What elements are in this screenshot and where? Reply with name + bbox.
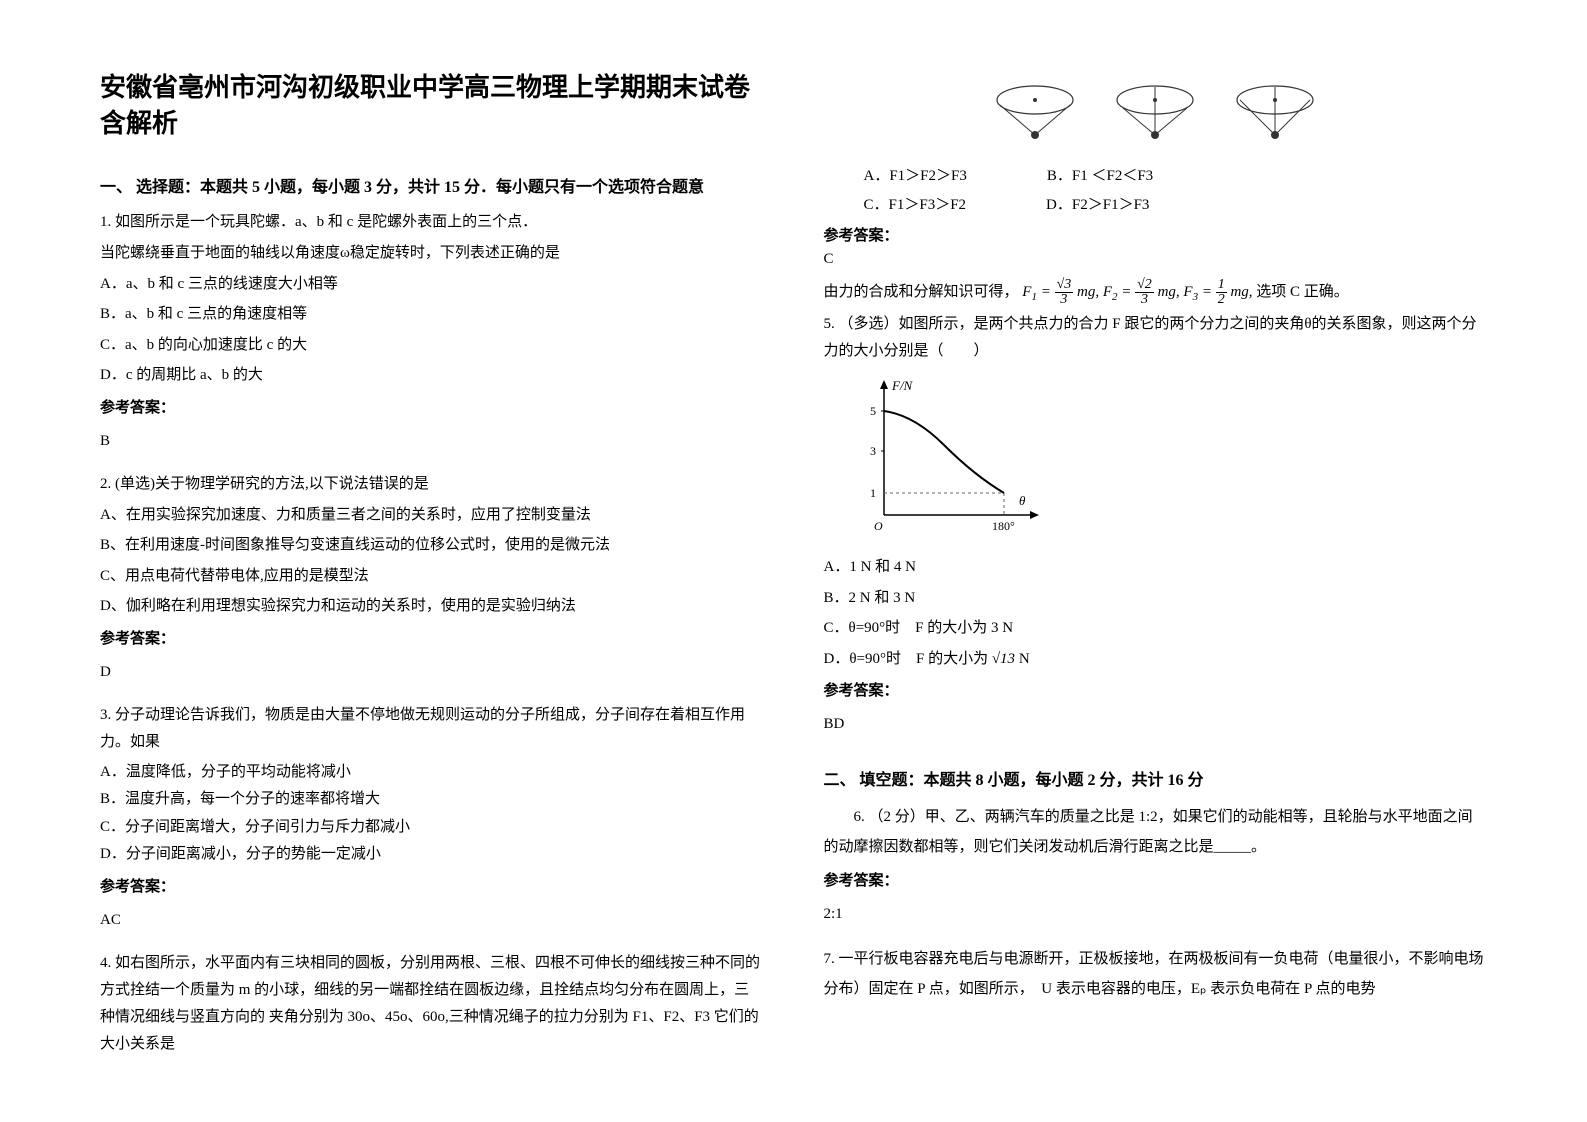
q6-answer: 2:1 [824,901,1488,928]
q1-opt-a: A．a、b 和 c 三点的线速度大小相等 [100,272,764,298]
q4-opt-a: A．F1＞F2＞F3 [864,164,967,185]
graph-origin: O [874,519,883,533]
q3-answer-label: 参考答案： [100,874,764,901]
q5-opt-a: A．1 N 和 4 N [824,555,1488,581]
q6-answer-label: 参考答案： [824,868,1488,895]
graph-ytick-1: 1 [870,486,876,500]
q1-opt-d: D．c 的周期比 a、b 的大 [100,363,764,389]
q5-sqrt13: √13 [992,651,1015,667]
q1-line2: 当陀螺绕垂直于地面的轴线以角速度ω稳定旋转时，下列表述正确的是 [100,240,764,267]
q5-graph: F/N 5 3 1 O 180° θ [854,375,1488,545]
q4-opt-c: C．F1＞F3＞F2 [864,193,967,214]
q4-stem: 4. 如右图所示，水平面内有三块相同的圆板，分别用两根、三根、四根不可伸长的细线… [100,950,764,1058]
graph-ytick-5: 5 [870,404,876,418]
graph-xtick-180: 180° [992,519,1015,533]
q6-stem: 6. （2 分）甲、乙、两辆汽车的质量之比是 1:2，如果它们的动能相等，且轮胎… [824,802,1488,862]
q5-stem: 5. （多选）如图所示，是两个共点力的合力 F 跟它的两个分力之间的夹角θ的关系… [824,311,1488,365]
q4-opt-b: B．F1 ＜F2＜F3 [1047,164,1153,185]
q3-opt-b: B．温度升高，每一个分子的速率都将增大 [100,787,764,813]
q2-answer: D [100,659,764,686]
q5-opt-d-prefix: D．θ=90°时 F 的大小为 [824,651,989,667]
q4-figure-row [824,80,1488,150]
question-6: 6. （2 分）甲、乙、两辆汽车的质量之比是 1:2，如果它们的动能相等，且轮胎… [824,802,1488,938]
q1-opt-c: C．a、b 的向心加速度比 c 的大 [100,333,764,359]
q4-explain-suffix: 选项 C 正确。 [1256,284,1349,300]
q5-answer-label: 参考答案： [824,678,1488,705]
q2-answer-label: 参考答案： [100,626,764,653]
q4-explanation: 由力的合成和分解知识可得， F1 = √33 mg, F2 = √23 mg, … [824,278,1488,307]
graph-x-label: θ [1019,493,1026,508]
q3-opt-c: C．分子间距离增大，分子间引力与斥力都减小 [100,815,764,841]
q2-opt-d: D、伽利略在利用理想实验探究力和运动的关系时，使用的是实验归纳法 [100,594,764,620]
q2-opt-c: C、用点电荷代替带电体,应用的是模型法 [100,564,764,590]
q5-opt-c: C．θ=90°时 F 的大小为 3 N [824,616,1488,642]
right-column: A．F1＞F2＞F3 B．F1 ＜F2＜F3 C．F1＞F3＞F2 D．F2＞F… [824,70,1488,1052]
q5-answer: BD [824,711,1488,738]
q2-stem: 2. (单选)关于物理学研究的方法,以下说法错误的是 [100,471,764,498]
q4-answer: C [824,251,1488,268]
question-1: 1. 如图所示是一个玩具陀螺．a、b 和 c 是陀螺外表面上的三个点． 当陀螺绕… [100,209,764,465]
graph-y-label: F/N [891,378,914,393]
question-7: 7. 一平行板电容器充电后与电源断开，正极板接地，在两极板间有一负电荷（电量很小… [824,944,1488,1008]
q4-opt-d: D．F2＞F1＞F3 [1046,193,1149,214]
q7-stem: 7. 一平行板电容器充电后与电源断开，正极板接地，在两极板间有一负电荷（电量很小… [824,944,1488,1004]
ellipse-figure-3 [1110,80,1200,150]
q4-options-row2: C．F1＞F3＞F2 D．F2＞F1＞F3 [824,193,1488,214]
q3-answer: AC [100,907,764,934]
question-5: 5. （多选）如图所示，是两个共点力的合力 F 跟它的两个分力之间的夹角θ的关系… [824,311,1488,748]
q2-opt-b: B、在利用速度-时间图象推导匀变速直线运动的位移公式时，使用的是微元法 [100,533,764,559]
question-2: 2. (单选)关于物理学研究的方法,以下说法错误的是 A、在用实验探究加速度、力… [100,471,764,696]
q5-opt-d-suffix: N [1019,651,1030,667]
q5-opt-d: D．θ=90°时 F 的大小为 √13 N [824,647,1488,673]
section1-header: 一、 选择题：本题共 5 小题，每小题 3 分，共计 15 分．每小题只有一个选… [100,173,764,197]
q4-formula: F1 = √33 mg, F2 = √23 mg, F3 = 12 mg, [1022,284,1256,300]
question-3: 3. 分子动理论告诉我们，物质是由大量不停地做无规则运动的分子所组成，分子间存在… [100,702,764,944]
q1-stem: 1. 如图所示是一个玩具陀螺．a、b 和 c 是陀螺外表面上的三个点． [100,209,764,236]
q3-stem: 3. 分子动理论告诉我们，物质是由大量不停地做无规则运动的分子所组成，分子间存在… [100,702,764,756]
left-column: 安徽省亳州市河沟初级职业中学高三物理上学期期末试卷含解析 一、 选择题：本题共 … [100,70,764,1052]
q1-answer: B [100,428,764,455]
question-4: 4. 如右图所示，水平面内有三块相同的圆板，分别用两根、三根、四根不可伸长的细线… [100,950,764,1062]
force-angle-graph: F/N 5 3 1 O 180° θ [854,375,1054,535]
graph-ytick-3: 3 [870,444,876,458]
q3-opt-a: A．温度降低，分子的平均动能将减小 [100,760,764,786]
q4-answer-label: 参考答案： [824,224,1488,245]
q1-opt-b: B．a、b 和 c 三点的角速度相等 [100,302,764,328]
q1-answer-label: 参考答案： [100,395,764,422]
ellipse-figure-2 [990,80,1080,150]
ellipse-figure-4 [1230,80,1320,150]
q3-opt-d: D．分子间距离减小，分子的势能一定减小 [100,842,764,868]
q5-opt-b: B．2 N 和 3 N [824,586,1488,612]
q4-options-row1: A．F1＞F2＞F3 B．F1 ＜F2＜F3 [824,164,1488,185]
page-title: 安徽省亳州市河沟初级职业中学高三物理上学期期末试卷含解析 [100,70,764,143]
section2-header: 二、 填空题：本题共 8 小题，每小题 2 分，共计 16 分 [824,766,1488,790]
q2-opt-a: A、在用实验探究加速度、力和质量三者之间的关系时，应用了控制变量法 [100,503,764,529]
q4-explain-prefix: 由力的合成和分解知识可得， [824,284,1019,300]
